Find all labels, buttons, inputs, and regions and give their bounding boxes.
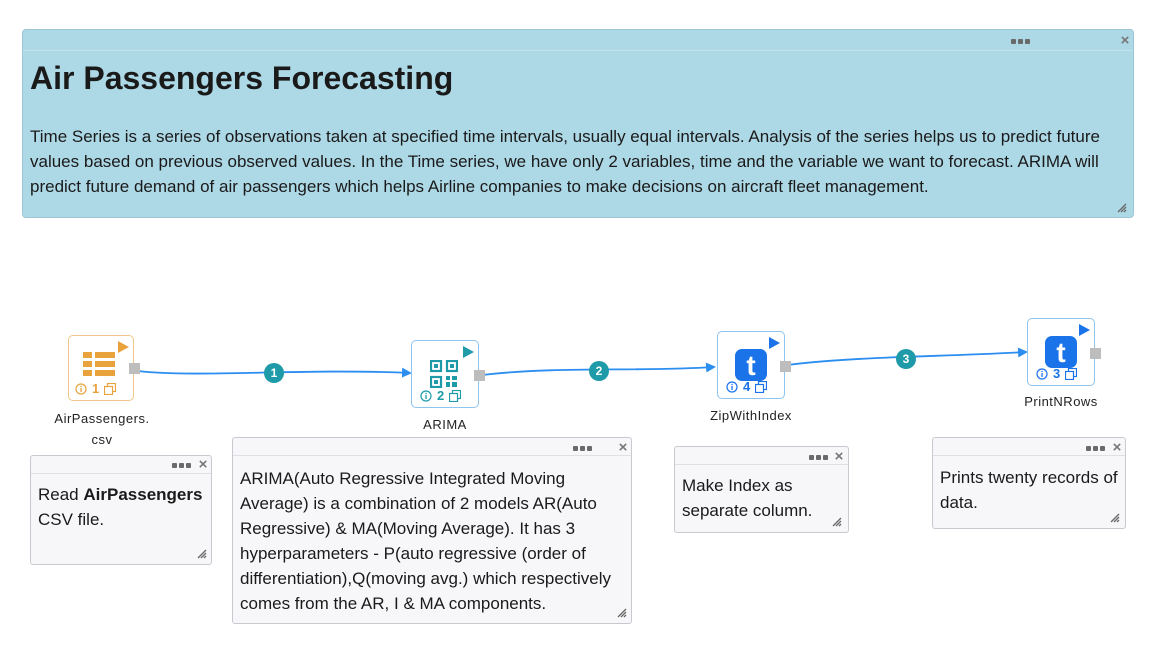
copy-icon[interactable] xyxy=(755,380,768,393)
comment-box-zip[interactable]: × Make Index as separate column. xyxy=(674,446,849,533)
t-transform-icon: t xyxy=(1045,336,1077,373)
output-port[interactable] xyxy=(129,363,140,374)
node-label: ARIMA xyxy=(423,417,467,432)
more-options-icon[interactable] xyxy=(172,463,191,468)
close-icon[interactable]: × xyxy=(1112,439,1122,456)
copy-icon[interactable] xyxy=(1065,367,1078,380)
info-icon[interactable] xyxy=(75,382,87,395)
close-icon[interactable]: × xyxy=(198,456,208,473)
info-icon[interactable] xyxy=(420,389,432,402)
more-options-icon[interactable] xyxy=(1011,39,1030,44)
resize-handle-icon[interactable] xyxy=(617,608,627,618)
resize-handle-icon[interactable] xyxy=(1110,513,1120,523)
more-options-icon[interactable] xyxy=(573,446,592,451)
node-printnrows[interactable]: t 3 xyxy=(1027,318,1101,386)
edge-badge[interactable]: 2 xyxy=(589,361,609,381)
node-number: 2 xyxy=(437,388,445,403)
comment-toolbar xyxy=(933,438,1125,456)
node-number: 1 xyxy=(92,381,100,396)
copy-icon[interactable] xyxy=(104,382,117,395)
close-icon[interactable]: × xyxy=(1120,32,1130,49)
copy-icon[interactable] xyxy=(449,389,462,402)
comment-text: Prints twenty records of data. xyxy=(940,468,1118,512)
comment-text: Make Index as separate column. xyxy=(682,476,813,520)
comment-text: Read AirPassengers CSV file. xyxy=(38,485,203,529)
node-zipwithindex[interactable]: t 4 xyxy=(717,331,791,399)
svg-text:t: t xyxy=(746,350,755,381)
header-note[interactable]: × Air Passengers Forecasting Time Series… xyxy=(22,29,1134,218)
more-options-icon[interactable] xyxy=(1086,446,1105,451)
header-note-toolbar xyxy=(23,30,1133,51)
comment-box-arima[interactable]: × ARIMA(Auto Regressive Integrated Movin… xyxy=(232,437,632,624)
node-arima[interactable]: 2 xyxy=(411,340,485,408)
close-icon[interactable]: × xyxy=(618,439,628,456)
node-number: 3 xyxy=(1053,366,1061,381)
node-label: PrintNRows xyxy=(1024,394,1098,409)
info-icon[interactable] xyxy=(726,380,738,393)
play-icon[interactable] xyxy=(767,336,781,355)
node-label: ZipWithIndex xyxy=(710,408,792,423)
close-icon[interactable]: × xyxy=(834,448,844,465)
csv-file-icon xyxy=(81,350,119,385)
play-icon[interactable] xyxy=(116,340,130,359)
resize-handle-icon[interactable] xyxy=(197,549,207,559)
more-options-icon[interactable] xyxy=(809,455,828,460)
info-icon[interactable] xyxy=(1036,367,1048,380)
output-port[interactable] xyxy=(474,370,485,381)
resize-handle-icon[interactable] xyxy=(832,517,842,527)
output-port[interactable] xyxy=(1090,348,1101,359)
comment-box-print[interactable]: × Prints twenty records of data. xyxy=(932,437,1126,529)
comment-text: ARIMA(Auto Regressive Integrated Moving … xyxy=(240,469,612,613)
comment-box-csv[interactable]: × Read AirPassengers CSV file. xyxy=(30,455,212,565)
page-title: Air Passengers Forecasting xyxy=(30,60,454,96)
edge-badge[interactable]: 1 xyxy=(264,363,284,383)
node-number: 4 xyxy=(743,379,751,394)
svg-text:t: t xyxy=(1056,337,1065,368)
play-icon[interactable] xyxy=(1077,323,1091,342)
comment-toolbar xyxy=(675,447,848,465)
page-description: Time Series is a series of observations … xyxy=(30,127,1100,196)
node-label: AirPassengers. csv xyxy=(54,411,150,447)
node-airpassengers-csv[interactable]: 1 xyxy=(68,335,140,401)
edge-1 xyxy=(137,367,412,378)
comment-toolbar xyxy=(233,438,631,456)
output-port[interactable] xyxy=(780,361,791,372)
resize-handle-icon[interactable] xyxy=(1117,203,1127,213)
t-transform-icon: t xyxy=(735,349,767,386)
edge-badge[interactable]: 3 xyxy=(896,349,916,369)
play-icon[interactable] xyxy=(461,345,475,364)
comment-toolbar xyxy=(31,456,211,474)
qr-model-icon xyxy=(429,359,459,393)
